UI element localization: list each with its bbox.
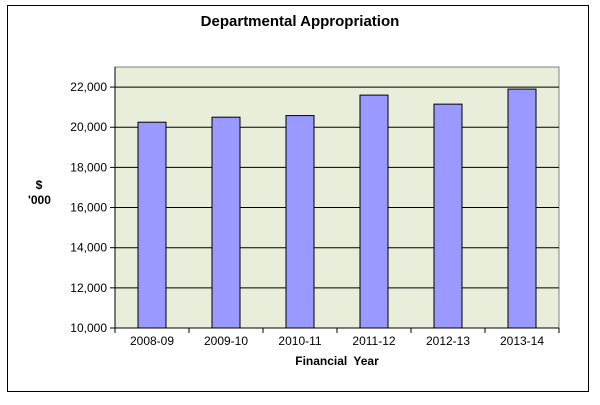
x-axis-label: Financial Year [295,354,379,368]
y-tick-label: 18,000 [70,160,107,174]
bar [359,94,389,329]
x-tick-label: 2012-13 [426,334,470,348]
y-tick-label: 22,000 [70,80,107,94]
x-tick-label: 2009-10 [204,334,248,348]
y-tick-label: 14,000 [70,241,107,255]
bar [507,88,537,329]
y-tick-label: 20,000 [70,120,107,134]
x-tick-label: 2011-12 [352,334,395,348]
y-axis-label-line1: $ [35,178,43,192]
x-tick-label: 2013-14 [500,334,544,348]
bar [433,103,463,329]
bar [285,115,315,329]
y-tick-label: 10,000 [70,321,107,335]
x-tick-label: 2010-11 [278,334,321,348]
y-axis-label: $ '000 [28,178,51,208]
bar [137,121,167,329]
y-tick-label: 16,000 [70,201,107,215]
y-axis-label-line2: '000 [28,193,51,207]
bar [211,116,241,329]
x-tick-label: 2008-09 [130,334,174,348]
y-tick-label: 12,000 [70,281,107,295]
chart-title: Departmental Appropriation [200,13,400,30]
plot-area [114,66,560,329]
